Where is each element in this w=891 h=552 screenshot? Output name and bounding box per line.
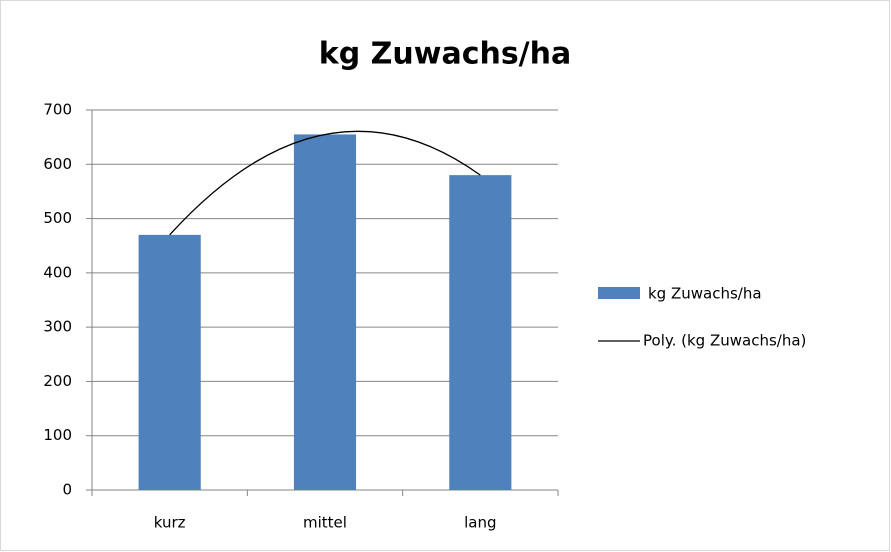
bar	[138, 234, 201, 490]
chart-title: kg Zuwachs/ha	[319, 37, 572, 72]
y-tick-label: 600	[43, 155, 72, 173]
y-tick-label: 500	[43, 209, 72, 227]
x-tick-label: lang	[464, 514, 496, 532]
y-tick-label: 700	[43, 101, 72, 119]
y-tick-label: 0	[62, 481, 72, 499]
bar	[449, 175, 512, 490]
y-tick-label: 200	[43, 372, 72, 390]
bar	[293, 134, 357, 490]
legend-swatch	[598, 287, 640, 299]
y-tick-label: 400	[43, 263, 72, 281]
y-tick-label: 100	[43, 426, 72, 444]
y-tick-label: 300	[43, 318, 72, 336]
legend-label: kg Zuwachs/ha	[648, 285, 762, 303]
legend-label: Poly. (kg Zuwachs/ha)	[643, 332, 806, 350]
x-tick-label: mittel	[303, 514, 347, 532]
x-tick-label: kurz	[154, 514, 186, 532]
trendline	[169, 130, 481, 236]
